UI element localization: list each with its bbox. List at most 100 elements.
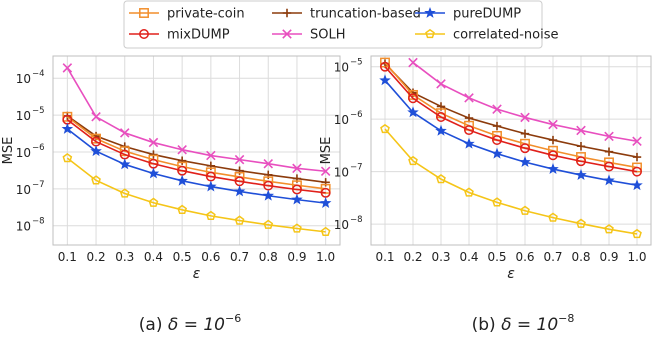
data-point: [464, 187, 474, 197]
y-tick-exponent: −5: [350, 58, 363, 68]
data-point: [492, 197, 502, 207]
data-point: [149, 150, 158, 159]
data-point: [379, 74, 391, 86]
data-point: [62, 63, 73, 73]
y-tick-label: 10: [334, 61, 349, 75]
legend-marker: [282, 8, 292, 18]
data-point: [604, 224, 614, 234]
data-point: [632, 228, 642, 239]
series-line: [66, 157, 326, 233]
data-point: [604, 147, 614, 156]
series-line: [66, 67, 326, 173]
data-point: [491, 147, 503, 159]
data-point: [62, 111, 73, 122]
data-point: [464, 125, 474, 136]
y-tick-label: 10: [334, 166, 349, 180]
data-point: [61, 122, 74, 134]
data-point: [548, 212, 558, 222]
legend-item: mixDUMP: [129, 28, 230, 43]
series-correlated-noise: [62, 153, 331, 237]
y-tick-exponent: −4: [32, 69, 45, 79]
data-point: [436, 174, 446, 184]
y-tick-label: 10: [334, 113, 349, 127]
legend-label: SOLH: [310, 28, 346, 43]
data-point: [62, 153, 73, 163]
data-point: [575, 169, 587, 180]
x-tick-label: 0.2: [87, 250, 106, 264]
legend-item: truncation-based: [272, 7, 421, 22]
data-point: [520, 129, 530, 138]
data-point: [233, 185, 246, 197]
x-tick-label: 0.9: [287, 250, 306, 264]
legend-label: truncation-based: [310, 7, 421, 22]
series-SOLH: [62, 63, 331, 177]
x-axis-label: ε: [193, 266, 201, 282]
data-point: [177, 204, 188, 214]
data-point: [119, 128, 130, 138]
data-point: [632, 136, 642, 146]
y-axis-label: MSE: [1, 137, 16, 165]
data-point: [492, 135, 502, 146]
legend-marker: [425, 28, 435, 39]
x-tick-label: 0.5: [487, 250, 506, 264]
legend-marker: [139, 29, 149, 39]
legend-item: SOLH: [272, 28, 346, 43]
data-point: [262, 189, 275, 201]
data-point: [206, 150, 216, 161]
data-point: [205, 180, 217, 192]
data-point: [148, 137, 159, 148]
y-tick-exponent: −8: [32, 217, 45, 227]
y-tick-exponent: −7: [350, 163, 363, 173]
legend-label: private-coin: [167, 7, 245, 22]
series-line: [66, 115, 326, 184]
y-tick-exponent: −6: [32, 143, 45, 153]
data-point: [632, 166, 642, 177]
series-correlated-noise: [380, 123, 642, 239]
panel-caption: (a) δ = 10−6: [139, 312, 241, 335]
y-tick-label: 10: [16, 183, 31, 197]
data-point: [492, 121, 502, 131]
caption-exponent: −8: [558, 312, 574, 325]
data-point: [292, 223, 302, 233]
data-point: [320, 187, 331, 198]
caption-param: δ = 10: [168, 315, 225, 335]
legend-label: mixDUMP: [167, 28, 230, 43]
data-point: [119, 188, 130, 198]
data-point: [520, 143, 530, 154]
x-tick-label: 1.0: [316, 250, 335, 264]
data-point: [407, 106, 419, 118]
data-point: [91, 175, 101, 185]
data-point: [90, 145, 102, 157]
legend-label: correlated-noise: [453, 28, 558, 43]
data-point: [520, 205, 530, 215]
caption-exponent: −6: [225, 312, 241, 325]
x-tick-label: 0.3: [115, 250, 134, 264]
series-line: [66, 128, 326, 204]
data-point: [380, 123, 390, 134]
y-tick-label: 10: [16, 146, 31, 160]
data-point: [176, 174, 188, 186]
x-tick-label: 0.7: [230, 250, 249, 264]
data-point: [234, 154, 245, 165]
data-point: [291, 193, 303, 205]
legend-item: pureDUMP: [415, 7, 521, 22]
data-point: [604, 161, 614, 172]
legend-label: pureDUMP: [453, 7, 521, 22]
series-line: [384, 62, 638, 169]
data-point: [576, 142, 586, 151]
legend-marker: [282, 29, 292, 39]
y-tick-exponent: −5: [32, 106, 45, 116]
data-point: [118, 158, 131, 170]
data-point: [492, 104, 502, 114]
data-point: [547, 163, 559, 174]
y-tick-exponent: −8: [350, 215, 363, 225]
legend-marker: [139, 8, 149, 18]
x-tick-label: 0.1: [375, 250, 394, 264]
data-point: [234, 215, 245, 225]
y-tick-label: 10: [16, 109, 31, 123]
series-line: [66, 119, 326, 194]
x-tick-label: 0.3: [431, 250, 450, 264]
legend-item: private-coin: [129, 7, 245, 22]
y-tick-label: 10: [16, 220, 31, 234]
